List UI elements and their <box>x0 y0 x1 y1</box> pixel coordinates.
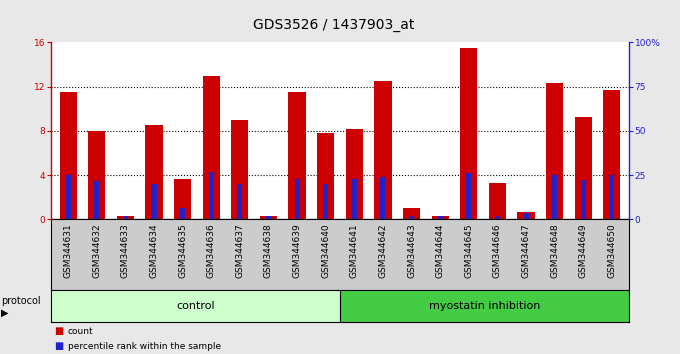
Bar <box>51 290 340 322</box>
Text: count: count <box>68 326 94 336</box>
Bar <box>88 131 105 219</box>
Text: GDS3526 / 1437903_at: GDS3526 / 1437903_at <box>253 18 415 32</box>
Text: GSM344643: GSM344643 <box>407 223 416 278</box>
Bar <box>174 178 191 219</box>
Bar <box>123 216 128 219</box>
Bar <box>65 175 71 219</box>
Text: GSM344633: GSM344633 <box>121 223 130 278</box>
Bar <box>489 183 506 219</box>
Bar <box>323 184 328 219</box>
Bar <box>237 184 243 219</box>
Bar <box>524 213 528 219</box>
Bar <box>403 209 420 219</box>
Bar <box>546 84 563 219</box>
Text: GSM344642: GSM344642 <box>379 223 388 278</box>
Text: GSM344641: GSM344641 <box>350 223 359 278</box>
Bar <box>117 216 134 219</box>
Text: GSM344647: GSM344647 <box>522 223 530 278</box>
Bar <box>460 48 477 219</box>
Bar <box>432 216 449 219</box>
Text: ■: ■ <box>54 341 64 351</box>
Bar <box>581 180 585 219</box>
Text: GSM344632: GSM344632 <box>92 223 101 278</box>
Text: GSM344631: GSM344631 <box>64 223 73 278</box>
Bar <box>409 216 414 219</box>
Text: GSM344635: GSM344635 <box>178 223 187 278</box>
Bar <box>380 177 386 219</box>
Bar <box>345 129 363 219</box>
Text: ▶: ▶ <box>1 308 9 318</box>
Bar <box>266 216 271 219</box>
Bar <box>203 76 220 219</box>
Bar <box>437 216 443 219</box>
Bar <box>575 116 592 219</box>
Text: GSM344638: GSM344638 <box>264 223 273 278</box>
Bar <box>231 120 248 219</box>
Text: GSM344644: GSM344644 <box>436 223 445 278</box>
Bar <box>466 173 471 219</box>
Text: percentile rank within the sample: percentile rank within the sample <box>68 342 221 350</box>
Bar <box>609 175 615 219</box>
Text: GSM344650: GSM344650 <box>607 223 616 278</box>
Text: control: control <box>176 301 215 311</box>
Bar <box>495 216 500 219</box>
Text: ■: ■ <box>54 326 64 336</box>
Bar <box>340 290 629 322</box>
Bar <box>60 92 77 219</box>
Text: GSM344649: GSM344649 <box>579 223 588 278</box>
Text: myostatin inhibition: myostatin inhibition <box>429 301 540 311</box>
Bar <box>260 216 277 219</box>
Bar <box>317 133 335 219</box>
Text: protocol: protocol <box>1 296 41 307</box>
Bar <box>95 181 99 219</box>
Text: GSM344637: GSM344637 <box>235 223 244 278</box>
Bar <box>209 172 214 219</box>
Bar <box>180 209 185 219</box>
Text: GSM344636: GSM344636 <box>207 223 216 278</box>
Bar <box>294 178 300 219</box>
Bar <box>352 178 357 219</box>
Text: GSM344640: GSM344640 <box>321 223 330 278</box>
Text: GSM344648: GSM344648 <box>550 223 559 278</box>
Bar <box>374 81 392 219</box>
Text: GSM344646: GSM344646 <box>493 223 502 278</box>
Text: GSM344634: GSM344634 <box>150 223 158 278</box>
Text: GSM344639: GSM344639 <box>292 223 301 278</box>
Text: GSM344645: GSM344645 <box>464 223 473 278</box>
Bar <box>152 184 156 219</box>
Bar <box>288 92 306 219</box>
Bar <box>146 125 163 219</box>
Bar <box>603 90 620 219</box>
Bar <box>517 212 534 219</box>
Bar <box>552 175 557 219</box>
